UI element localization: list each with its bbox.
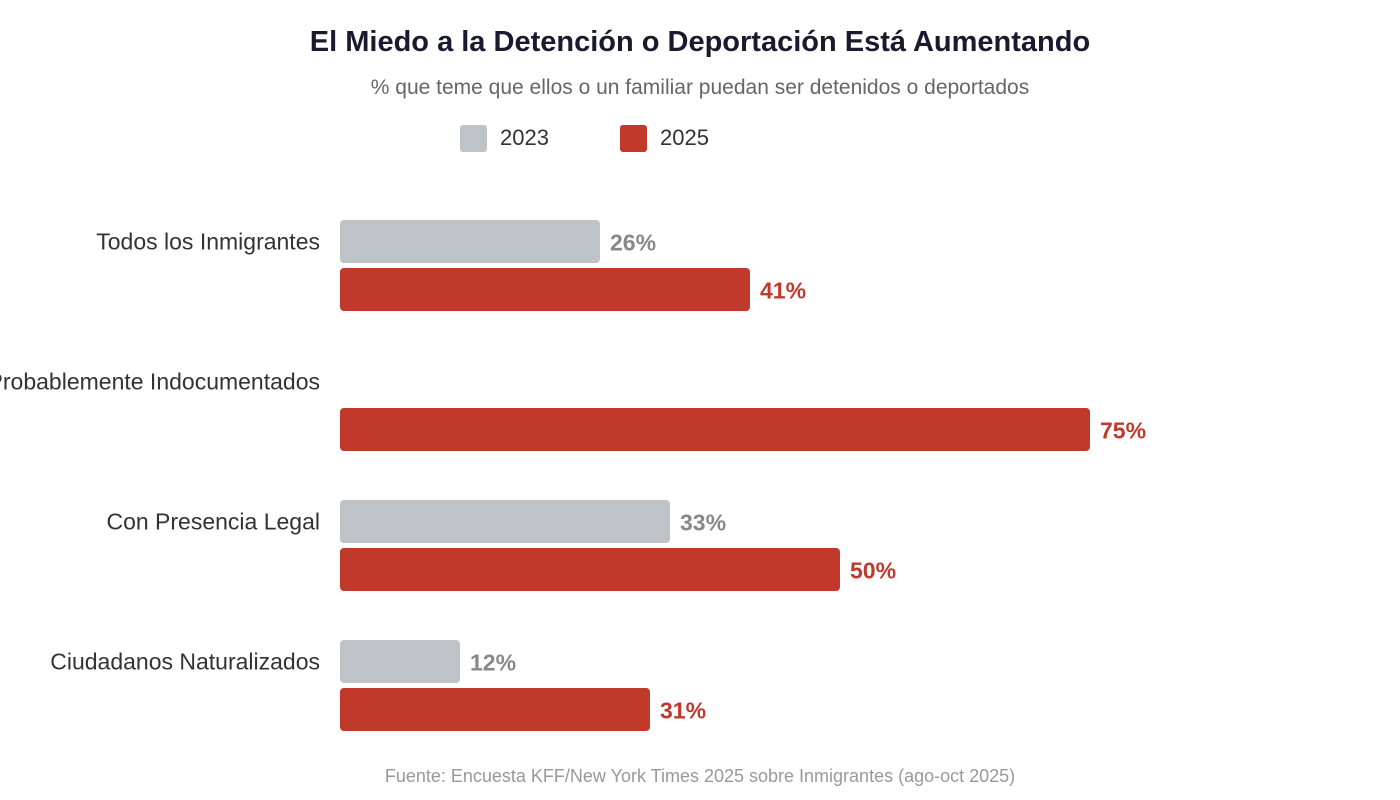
legend-label-2023: 2023	[500, 125, 549, 150]
legend-item-2025: 2025	[620, 124, 709, 152]
legend-label-2025: 2025	[660, 125, 709, 150]
bar-2025	[340, 548, 840, 591]
data-label-2025: 31%	[660, 697, 707, 723]
bar-2023	[340, 500, 670, 543]
bar-2025	[340, 408, 1090, 451]
category-label: Todos los Inmigrantes	[96, 228, 320, 254]
bar-2023	[340, 220, 600, 263]
legend-swatch-2025	[620, 124, 647, 152]
category-label: Con Presencia Legal	[106, 508, 320, 534]
legend-swatch-2023	[460, 124, 487, 152]
data-label-2025: 75%	[1100, 417, 1147, 443]
bar-2025	[340, 268, 750, 311]
bar-2025	[340, 688, 650, 731]
source-note: Fuente: Encuesta KFF/New York Times 2025…	[384, 766, 1016, 786]
chart-title: El Miedo a la Detención o Deportación Es…	[309, 26, 1091, 58]
data-label-2025: 50%	[850, 557, 897, 583]
data-label-2025: 41%	[760, 277, 807, 303]
data-label-2023: 26%	[610, 229, 657, 255]
chart-subtitle: % que teme que ellos o un familiar pueda…	[370, 76, 1030, 99]
data-label-2023: 12%	[470, 649, 517, 675]
category-label: Ciudadanos Naturalizados	[50, 648, 320, 674]
data-label-2023: 33%	[680, 509, 727, 535]
legend-item-2023: 2023	[460, 124, 549, 152]
bar-2023	[340, 640, 460, 683]
category-label: Probablemente Indocumentados	[0, 368, 320, 394]
